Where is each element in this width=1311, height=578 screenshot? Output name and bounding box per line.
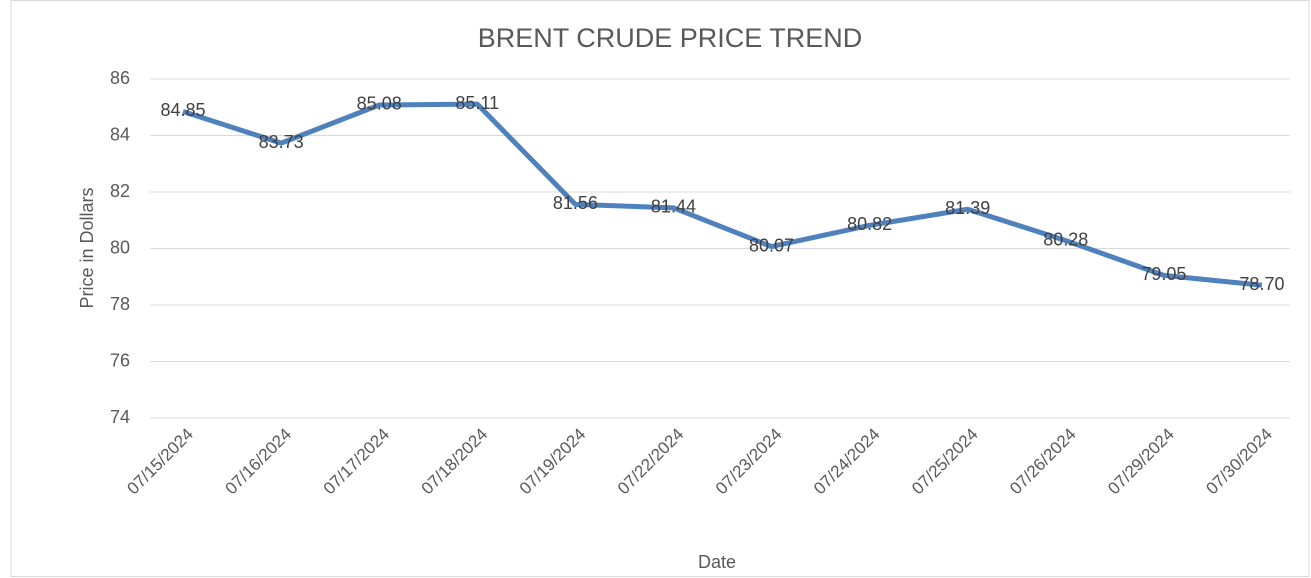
data-label: 80.82	[847, 214, 892, 234]
data-label: 80.07	[749, 235, 794, 255]
x-axis-label: Date	[698, 552, 736, 572]
data-label: 80.28	[1043, 229, 1088, 249]
y-tick-label: 84	[110, 124, 130, 144]
data-label: 85.11	[455, 93, 499, 113]
data-label: 85.08	[357, 94, 402, 114]
price-line	[182, 101, 1263, 288]
y-tick-label: 82	[110, 181, 130, 201]
y-tick-label: 86	[110, 68, 130, 88]
chart-frame	[10, 0, 1310, 577]
y-tick-label: 78	[110, 294, 130, 314]
data-label: 83.73	[259, 132, 304, 152]
y-tick-label: 80	[110, 237, 130, 257]
y-tick-label: 76	[110, 350, 130, 370]
chart-title: BRENT CRUDE PRICE TREND	[478, 23, 863, 53]
data-label: 84.85	[161, 100, 206, 120]
y-tick-label: 74	[110, 407, 130, 427]
data-label: 81.39	[945, 198, 990, 218]
data-label: 78.70	[1239, 274, 1284, 294]
y-axis-label: Price in Dollars	[77, 187, 97, 308]
data-label: 81.56	[553, 193, 598, 213]
data-label: 79.05	[1141, 264, 1186, 284]
data-label: 81.44	[651, 197, 696, 217]
